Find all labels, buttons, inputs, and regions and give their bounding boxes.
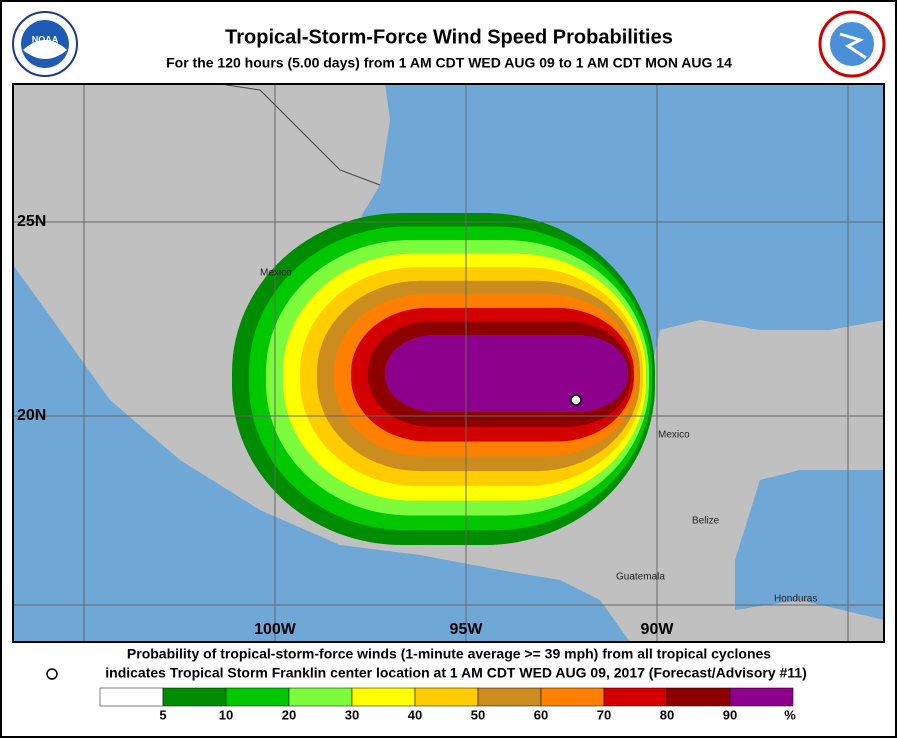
legend-tick: 50 (471, 707, 485, 722)
map: 25N 20N 100W 95W 90W Mexico Mexico Beliz… (13, 84, 884, 642)
legend-tick: 10 (219, 707, 233, 722)
legend-tick: 5 (159, 707, 166, 722)
legend-swatch (540, 687, 605, 707)
subtitle: For the 120 hours (5.00 days) from 1 AM … (166, 55, 732, 71)
caribbean-sea (735, 470, 884, 620)
legend-tick: 80 (660, 707, 674, 722)
map-frame (12, 83, 885, 643)
legend-swatch (603, 687, 668, 707)
title: Tropical-Storm-Force Wind Speed Probabil… (225, 26, 673, 48)
legend-unit: % (784, 707, 796, 722)
place-label: Mexico (260, 268, 292, 279)
lon-label: 100W (254, 621, 297, 638)
legend-swatch (225, 687, 290, 707)
legend-swatch (351, 687, 416, 707)
legend-tick: 60 (534, 707, 548, 722)
lon-label: 90W (641, 621, 675, 638)
legend-swatch (414, 687, 479, 707)
legend-tick: 70 (597, 707, 611, 722)
legend-swatch (666, 687, 731, 707)
graticule (13, 84, 884, 642)
legend-tick: 40 (408, 707, 422, 722)
footer-line: Probability of tropical-storm-force wind… (127, 646, 771, 662)
storm-center (570, 394, 582, 406)
legend-tick: 90 (723, 707, 737, 722)
footer-line: indicates Tropical Storm Franklin center… (105, 665, 807, 681)
noaa-logo: NOAA (12, 11, 78, 77)
place-label: Guatemala (616, 572, 665, 583)
legend-swatch (288, 687, 353, 707)
legend-swatch (99, 687, 164, 707)
probability-contour (385, 335, 628, 412)
lat-label: 25N (17, 213, 46, 230)
place-label: Honduras (774, 594, 817, 605)
lat-label: 20N (17, 407, 46, 424)
place-label: Mexico (658, 430, 690, 441)
svg-text:NOAA: NOAA (32, 34, 59, 44)
legend-swatch (162, 687, 227, 707)
nws-logo (818, 10, 886, 78)
legend-swatch (477, 687, 542, 707)
border (219, 84, 381, 186)
pacific-ocean (13, 265, 630, 642)
legend-tick: 30 (345, 707, 359, 722)
lon-label: 95W (450, 621, 484, 638)
center-symbol (46, 668, 58, 680)
place-label: Belize (692, 516, 720, 527)
legend-tick: 20 (282, 707, 296, 722)
legend-swatch (729, 687, 794, 707)
legend: 5 10 20 30 40 50 60 70 80 90% (99, 687, 796, 722)
